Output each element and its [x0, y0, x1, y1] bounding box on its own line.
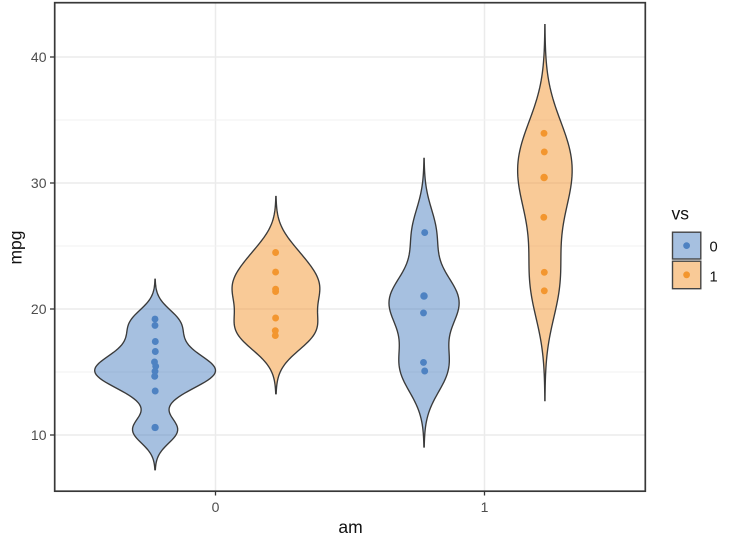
svg-text:0: 0: [212, 499, 220, 515]
svg-text:40: 40: [31, 49, 47, 65]
svg-text:mpg: mpg: [6, 230, 26, 264]
svg-text:1: 1: [481, 499, 489, 515]
svg-text:1: 1: [710, 269, 718, 285]
svg-text:am: am: [338, 517, 362, 537]
svg-text:30: 30: [31, 175, 47, 191]
svg-text:vs: vs: [672, 204, 690, 224]
svg-text:0: 0: [710, 240, 718, 256]
svg-text:10: 10: [31, 427, 47, 443]
svg-text:20: 20: [31, 301, 47, 317]
